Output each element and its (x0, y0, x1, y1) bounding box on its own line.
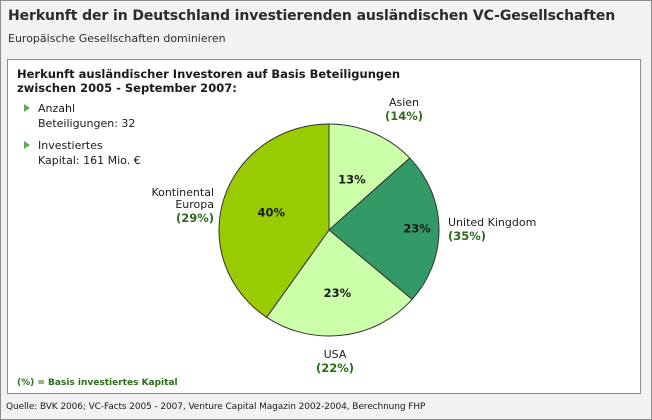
stat-label: Investiertes (38, 139, 103, 152)
slice-value-label: 13% (338, 173, 366, 187)
bullet-triangle-icon (24, 104, 30, 112)
stat-value: Kapital: 161 Mio. € (38, 154, 141, 167)
slice-name-label: USA (324, 348, 347, 361)
slice-value-label: 23% (324, 286, 352, 300)
slice-name-label: Europa (175, 198, 214, 211)
pie-slice-usa (265, 229, 413, 337)
slice-name-label: Asien (389, 96, 419, 109)
chart-title-line1: Herkunft ausländischer Investoren auf Ba… (17, 67, 401, 81)
stat-value: Beteiligungen: 32 (38, 117, 136, 130)
pie-slice-kontinental-europa (218, 123, 330, 318)
slice-capital-label: (29%) (176, 211, 214, 225)
chart-title: Herkunft ausländischer Investoren auf Ba… (17, 67, 400, 95)
footnote: (%) = Basis investiertes Kapital (17, 378, 178, 388)
pie-slice-united-kingdom (328, 157, 440, 301)
slice-name-label: United Kingdom (448, 216, 536, 229)
bullet-triangle-icon (24, 141, 30, 149)
stat-label: Anzahl (38, 102, 76, 115)
page-subtitle: Europäische Gesellschaften dominieren (8, 32, 226, 45)
slice-capital-label: (14%) (385, 109, 423, 123)
slice-value-label: 40% (257, 206, 285, 220)
source-note: Quelle: BVK 2006; VC-Facts 2005 - 2007, … (6, 402, 426, 412)
chart-title-line2: zwischen 2005 - September 2007: (17, 81, 237, 95)
slice-value-label: 23% (403, 222, 431, 236)
slice-capital-label: (35%) (448, 229, 486, 243)
slice-capital-label: (22%) (316, 361, 354, 375)
pie-slice-asien (328, 123, 411, 232)
page-title: Herkunft der in Deutschland investierend… (8, 8, 616, 24)
slice-name-label: Kontinental (151, 186, 214, 199)
